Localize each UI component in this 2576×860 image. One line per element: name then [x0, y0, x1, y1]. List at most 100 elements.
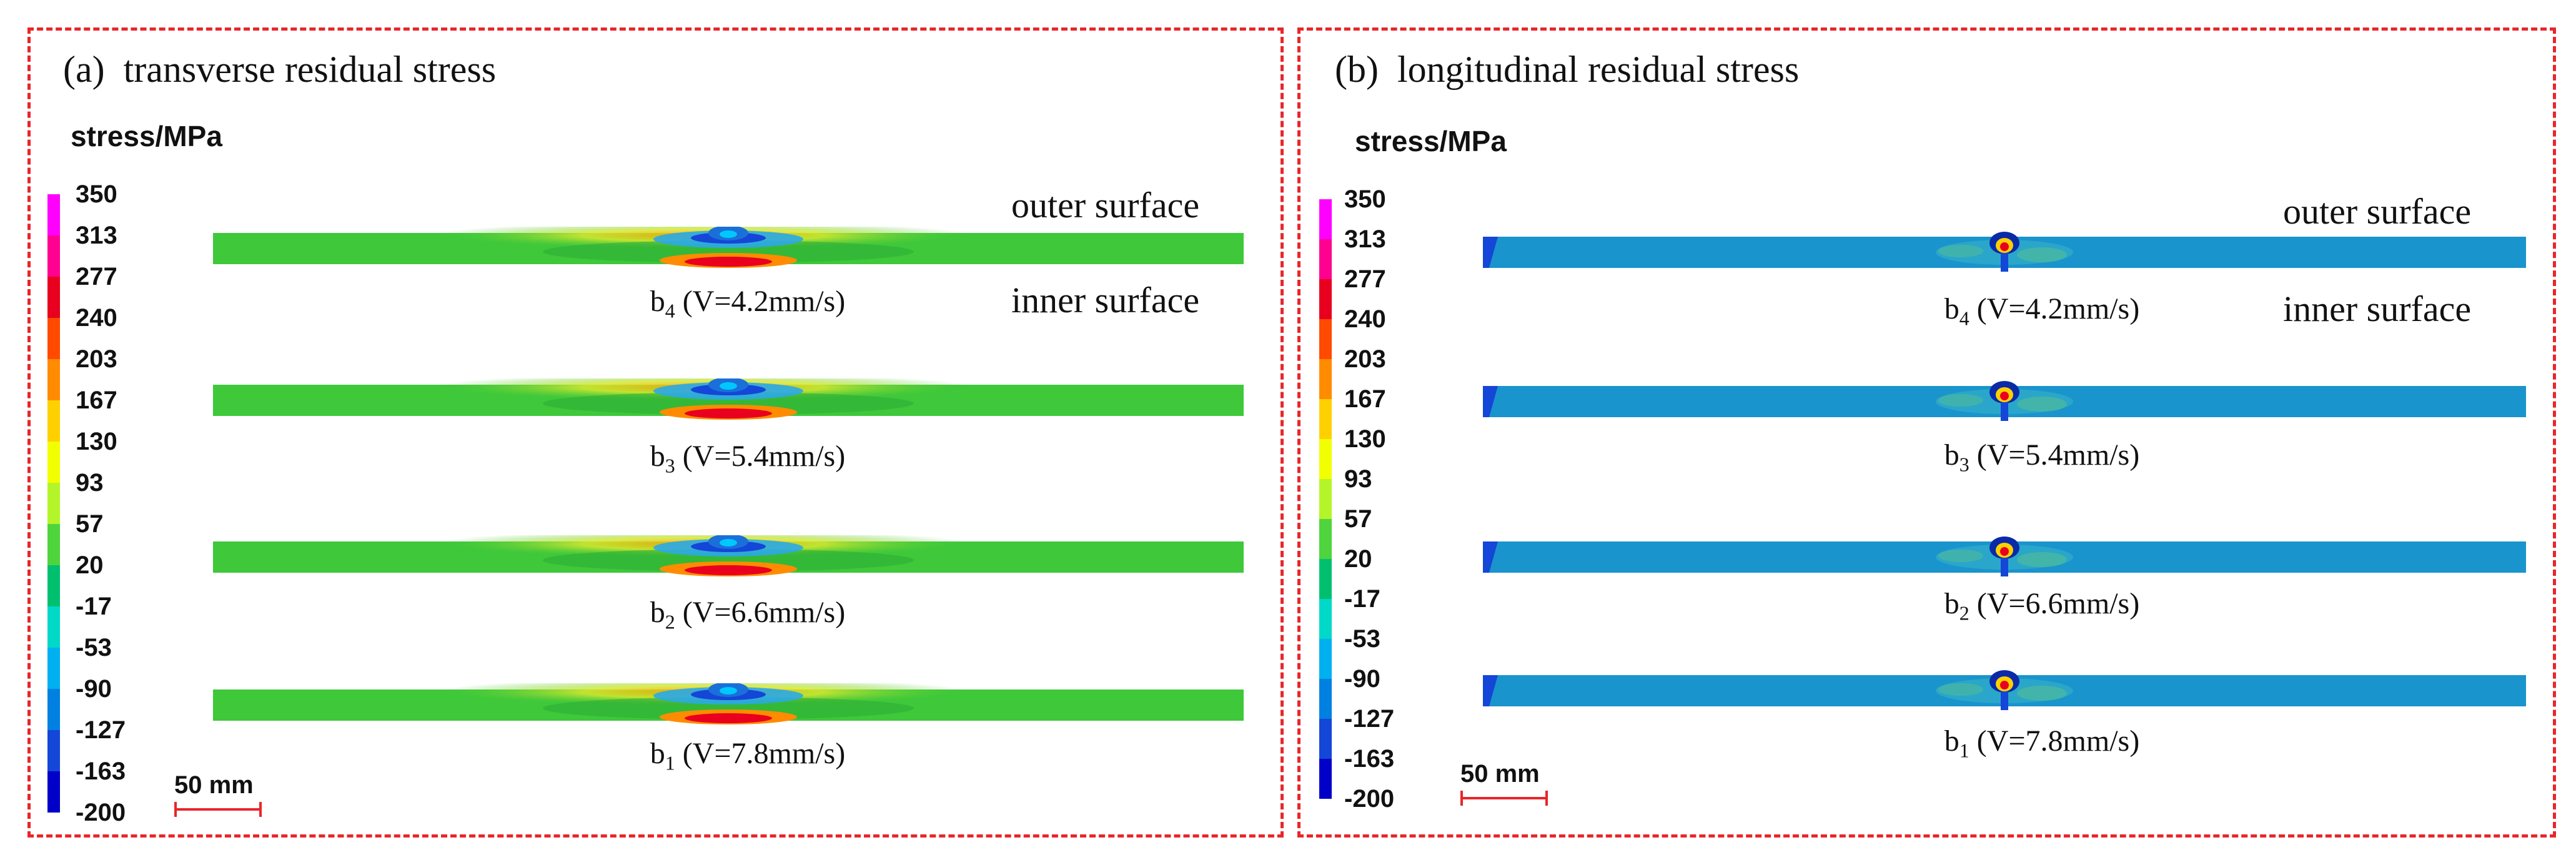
- plate-tensile-core: [685, 408, 772, 418]
- colorbar-tick-label: 203: [76, 345, 117, 373]
- scale-bar-left-tick: [174, 802, 177, 817]
- colorbar-tick-label: 57: [1344, 505, 1372, 533]
- scale-bar-h: [174, 808, 262, 811]
- colorbar-tick-label: -90: [1344, 665, 1380, 693]
- plate-transverse-3: [213, 378, 1244, 422]
- scale-bar-left-tick: [1460, 791, 1463, 806]
- colorbar-tick-label: 130: [1344, 425, 1386, 453]
- weld-root: [2001, 402, 2008, 421]
- colorbar-tick-label: 20: [76, 551, 104, 579]
- colorbar-segment: [1319, 239, 1332, 280]
- colorbar-segment: [1319, 559, 1332, 600]
- colorbar-segment: [1319, 599, 1332, 640]
- plate-haz-speckle-2: [2017, 397, 2067, 412]
- colorbar-tick-label: 277: [76, 263, 117, 290]
- colorbar-segment: [1319, 359, 1332, 400]
- plate-edge-corner: [1483, 386, 1498, 417]
- colorbar-tick-label: -163: [76, 758, 126, 785]
- plate-caption: b1 (V=7.8mm/s): [1944, 724, 2140, 762]
- plate-haz-speckle-3: [1938, 394, 1983, 407]
- colorbar-tick-label: 93: [76, 469, 104, 497]
- weld-root: [2001, 691, 2008, 710]
- colorbar-segment: [47, 524, 60, 566]
- plate-haz-shoulder: [543, 697, 914, 719]
- plate-tensile-core: [685, 713, 772, 723]
- colorbar-tick-label: 313: [1344, 225, 1386, 253]
- colorbar-segment: [1319, 319, 1332, 360]
- colorbar-label: stress/MPa: [1355, 125, 1507, 157]
- plate-haz-speckle-2: [2017, 552, 2067, 567]
- plate-edge-corner: [1483, 541, 1498, 573]
- plate-haz-speckle-3: [1938, 683, 1983, 696]
- panel-a-title: (a) transverse residual stress: [63, 48, 496, 91]
- weld-bead-core: [720, 687, 737, 694]
- colorbar-tick-label: 167: [76, 387, 117, 414]
- colorbar-tick-label: -200: [1344, 785, 1395, 813]
- colorbar-segment: [1319, 279, 1332, 320]
- colorbar-tick-label: 350: [1344, 185, 1386, 213]
- colorbar-segment: [1319, 719, 1332, 759]
- panel-b-title-text: longitudinal residual stress: [1397, 49, 1800, 90]
- colorbar-tick-label: -17: [1344, 585, 1380, 613]
- plate-haz-speckle-2: [2017, 686, 2067, 701]
- colorbar-segment: [47, 235, 60, 277]
- colorbar-segment: [1319, 759, 1332, 799]
- colorbar-tick-label: -127: [1344, 705, 1395, 733]
- scale-bar-right-tick: [259, 802, 262, 817]
- plate-haz-shoulder: [543, 392, 914, 415]
- plate-tensile-core: [685, 565, 772, 575]
- scale-bar-right-tick: [1545, 791, 1548, 806]
- outer-surface-label: outer surface: [1011, 185, 1200, 225]
- colorbar-segment: [47, 359, 60, 401]
- plate-caption: b3 (V=5.4mm/s): [650, 440, 846, 477]
- inner-surface-label: inner surface: [2283, 289, 2472, 329]
- colorbar-segment: [1319, 679, 1332, 719]
- colorbar-tick-label: 203: [1344, 345, 1386, 373]
- colorbar-tick-label: -90: [76, 675, 112, 703]
- panel-b-longitudinal: (b) longitudinal residual stress stress/M…: [1297, 27, 2556, 838]
- weld-bead-core: [720, 539, 737, 546]
- colorbar-segment: [1319, 439, 1332, 480]
- plate-tensile-core: [685, 257, 772, 267]
- plate-transverse-4: [213, 227, 1244, 270]
- plate-longitudinal-1: [1483, 669, 2526, 713]
- colorbar-segment: [47, 194, 60, 236]
- colorbar-segment: [47, 565, 60, 607]
- colorbar-segment: [47, 318, 60, 360]
- colorbar-tick-label: -127: [76, 716, 126, 744]
- colorbar-segment: [1319, 519, 1332, 560]
- weld-bead-core: [720, 230, 737, 238]
- panel-b-title: (b) longitudinal residual stress: [1335, 48, 1799, 91]
- weld-bead-core: [2000, 242, 2009, 251]
- colorbar-tick-label: 93: [1344, 465, 1372, 493]
- colorbar-segment: [1319, 479, 1332, 520]
- colorbar: [1319, 199, 1332, 799]
- colorbar-segment: [47, 648, 60, 689]
- colorbar-segment: [47, 606, 60, 648]
- colorbar-label: stress/MPa: [71, 120, 222, 152]
- plate-caption: b4 (V=4.2mm/s): [650, 285, 846, 322]
- weld-bead-core: [2000, 681, 2009, 689]
- plate-haz-speckle-3: [1938, 550, 1983, 562]
- plate-caption: b2 (V=6.6mm/s): [650, 596, 846, 633]
- colorbar-segment: [47, 400, 60, 442]
- colorbar-tick-label: 240: [76, 304, 117, 332]
- colorbar-tick-label: -200: [76, 799, 126, 826]
- plate-longitudinal-4: [1483, 230, 2526, 274]
- colorbar-tick-label: 57: [76, 510, 104, 538]
- colorbar-segment: [47, 689, 60, 731]
- colorbar-segment: [47, 442, 60, 483]
- colorbar-tick-label: 350: [76, 180, 117, 208]
- panel-a-tag: (a): [63, 49, 105, 90]
- plate-haz-speckle-3: [1938, 245, 1983, 257]
- colorbar-tick-label: -17: [76, 593, 112, 620]
- weld-root: [2001, 558, 2008, 576]
- colorbar-segment: [47, 730, 60, 772]
- scale-bar-label: 50 mm: [1460, 760, 1540, 788]
- colorbar-tick-label: 240: [1344, 305, 1386, 333]
- colorbar-tick-label: 167: [1344, 385, 1386, 413]
- colorbar-tick-label: 313: [76, 222, 117, 249]
- plate-transverse-1: [213, 683, 1244, 727]
- plate-haz-speckle-2: [2017, 247, 2067, 262]
- scale-bar-line: [1460, 791, 1548, 806]
